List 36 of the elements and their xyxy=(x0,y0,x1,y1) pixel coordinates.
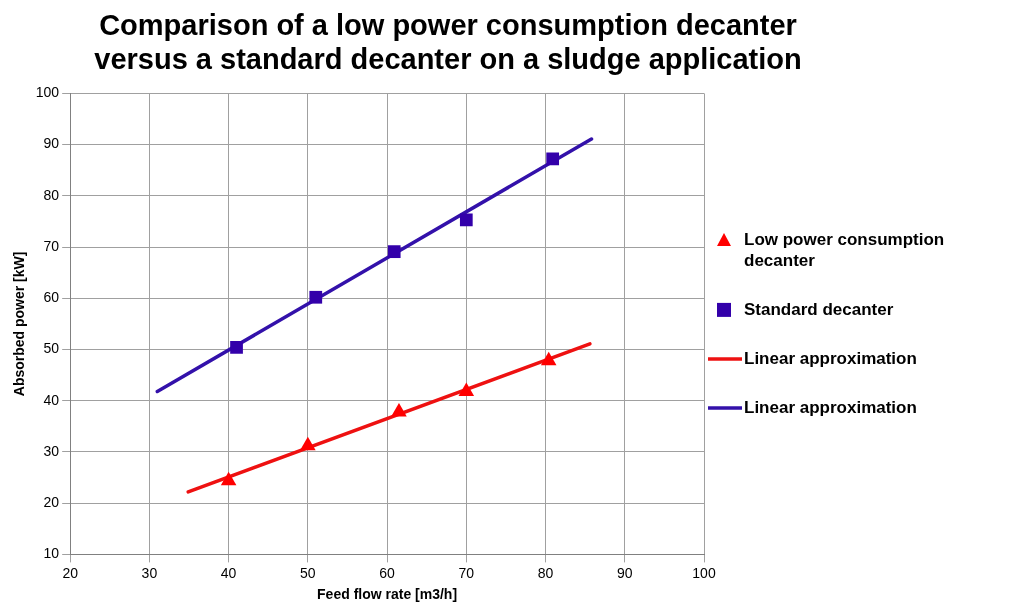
point xyxy=(546,152,560,166)
y-axis-title: Absorbed power [kW] xyxy=(11,251,28,397)
point xyxy=(387,245,401,259)
legend-label: Linear approximation xyxy=(744,348,917,368)
y-tick-label: 90 xyxy=(43,135,60,152)
x-axis-title: Feed flow rate [m3/h] xyxy=(317,586,458,603)
x-tick-label: 50 xyxy=(300,564,316,581)
x-tick-label: 20 xyxy=(62,564,79,581)
legend-label: Linear approximation xyxy=(744,397,917,417)
point xyxy=(540,351,557,366)
point xyxy=(309,290,323,304)
x-tick-label: 40 xyxy=(220,564,237,581)
x-tick-label: 70 xyxy=(458,564,475,581)
chart-title: Comparison of a low power consumption decanter versus a standard decanter on a sludge application xyxy=(93,8,803,76)
y-tick-label: 40 xyxy=(43,391,60,408)
point xyxy=(300,436,316,451)
x-tick-label: 60 xyxy=(379,564,396,581)
point xyxy=(220,471,237,486)
point xyxy=(458,382,475,397)
y-tick-label: 100 xyxy=(35,84,60,101)
y-tick-label: 30 xyxy=(43,442,60,459)
y-tick-label: 50 xyxy=(43,340,60,357)
point xyxy=(391,403,407,417)
legend-label: Low power consumption decanter xyxy=(744,229,945,270)
x-tick-label: 80 xyxy=(537,564,554,581)
x-tick-label: 30 xyxy=(141,564,158,581)
y-tick-label: 80 xyxy=(43,186,60,203)
x-tick-label: 100 xyxy=(692,564,716,581)
y-tick-label: 70 xyxy=(43,237,60,254)
legend-label: Standard decanter xyxy=(744,299,894,319)
y-tick-label: 60 xyxy=(43,289,60,306)
point xyxy=(459,213,473,227)
y-tick-label: 20 xyxy=(43,494,60,511)
x-tick-label: 90 xyxy=(616,564,633,581)
point xyxy=(230,341,243,354)
y-tick-label: 10 xyxy=(43,545,60,562)
